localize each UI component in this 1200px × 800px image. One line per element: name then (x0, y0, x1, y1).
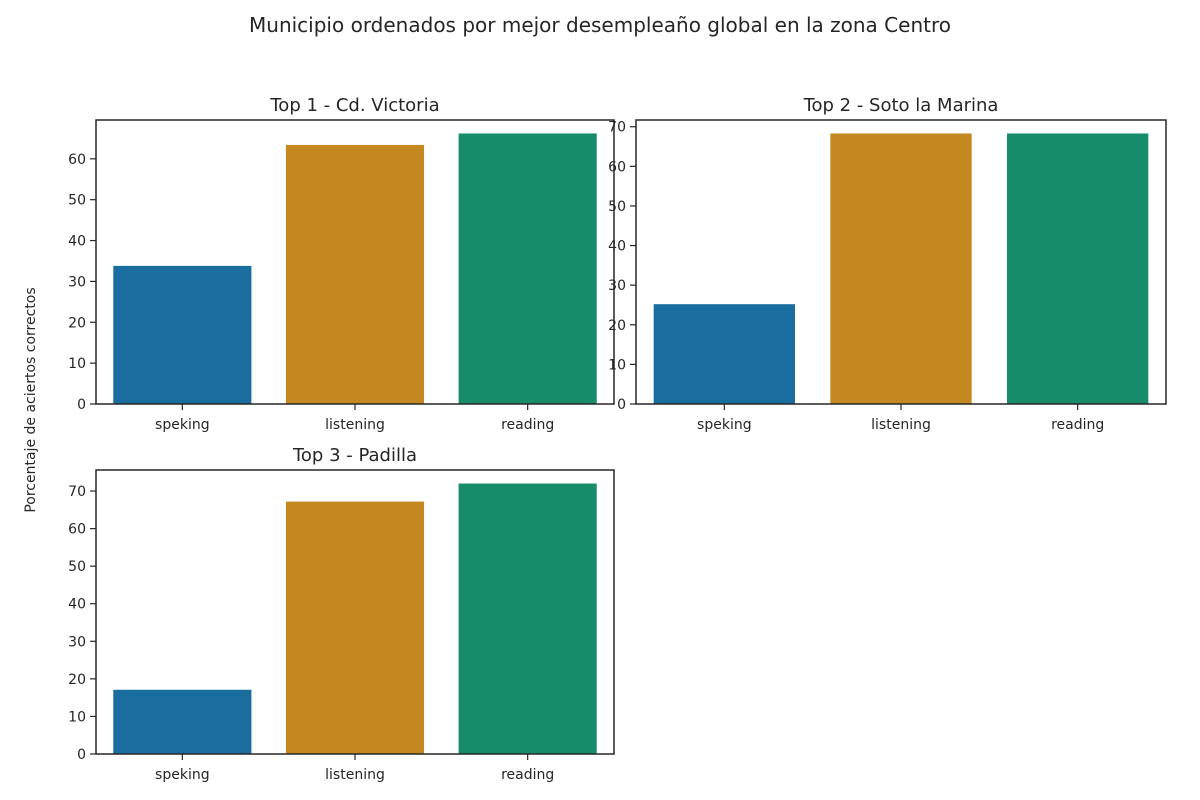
y-tick-label: 0 (77, 747, 86, 763)
chart-panel-3: 0 10 20 30 40 50 60 70 speking listening reading To… (68, 445, 615, 783)
chart-title: Top 1 - Cd. Victoria (269, 95, 439, 116)
y-tick-label: 50 (68, 193, 86, 209)
bar-speking (653, 304, 795, 404)
y-tick-label: 60 (68, 152, 86, 168)
x-tick-label: listening (325, 417, 385, 433)
y-tick-label: 70 (608, 120, 626, 136)
y-tick-label: 30 (68, 274, 86, 290)
bar-reading (1007, 133, 1149, 404)
bar-speking (113, 689, 252, 754)
y-tick-label: 40 (68, 234, 86, 250)
y-tick-label: 0 (77, 397, 86, 413)
y-tick-label: 0 (617, 397, 626, 413)
figure-title: Municipio ordenados por mejor desempleañ… (249, 13, 951, 37)
y-tick-label: 10 (68, 709, 86, 725)
y-tick-label: 10 (68, 356, 86, 372)
y-tick-label: 10 (608, 357, 626, 373)
y-tick-label: 50 (608, 199, 626, 215)
bar-listening (830, 133, 972, 404)
bar-reading (458, 133, 597, 405)
chart-title: Top 3 - Padilla (292, 445, 417, 466)
bar-speking (113, 265, 252, 404)
y-tick-label: 30 (68, 634, 86, 650)
x-tick-label: listening (325, 767, 385, 783)
x-tick-label: reading (501, 417, 554, 433)
y-tick-label: 20 (68, 315, 86, 331)
x-tick-label: speking (155, 417, 210, 433)
y-tick-label: 60 (68, 522, 86, 538)
chart-panel-1: 0 10 20 30 40 50 60 speking listening reading Top … (68, 95, 615, 433)
bar-listening (285, 501, 425, 754)
y-tick-label: 20 (68, 672, 86, 688)
chart-title: Top 2 - Soto la Marina (803, 95, 999, 116)
x-tick-label: reading (1051, 417, 1104, 433)
y-tick-label: 20 (608, 318, 626, 334)
bar-reading (458, 483, 597, 754)
y-tick-label: 70 (68, 484, 86, 500)
y-tick-label: 40 (68, 597, 86, 613)
x-tick-label: speking (697, 417, 752, 433)
x-tick-label: listening (871, 417, 931, 433)
charts-grid: 0 10 20 30 40 50 60 speking listening reading Top … (68, 95, 1167, 783)
y-tick-label: 60 (608, 159, 626, 175)
y-tick-label: 50 (68, 559, 86, 575)
x-tick-label: reading (501, 767, 554, 783)
y-tick-label: 40 (608, 239, 626, 255)
chart-panel-2: 0 10 20 30 40 50 60 70 speking listening reading To… (608, 95, 1167, 433)
x-tick-label: speking (155, 767, 210, 783)
bar-listening (285, 144, 425, 404)
y-tick-label: 30 (608, 278, 626, 294)
y-axis-label: Porcentaje de aciertos correctos (23, 287, 39, 512)
